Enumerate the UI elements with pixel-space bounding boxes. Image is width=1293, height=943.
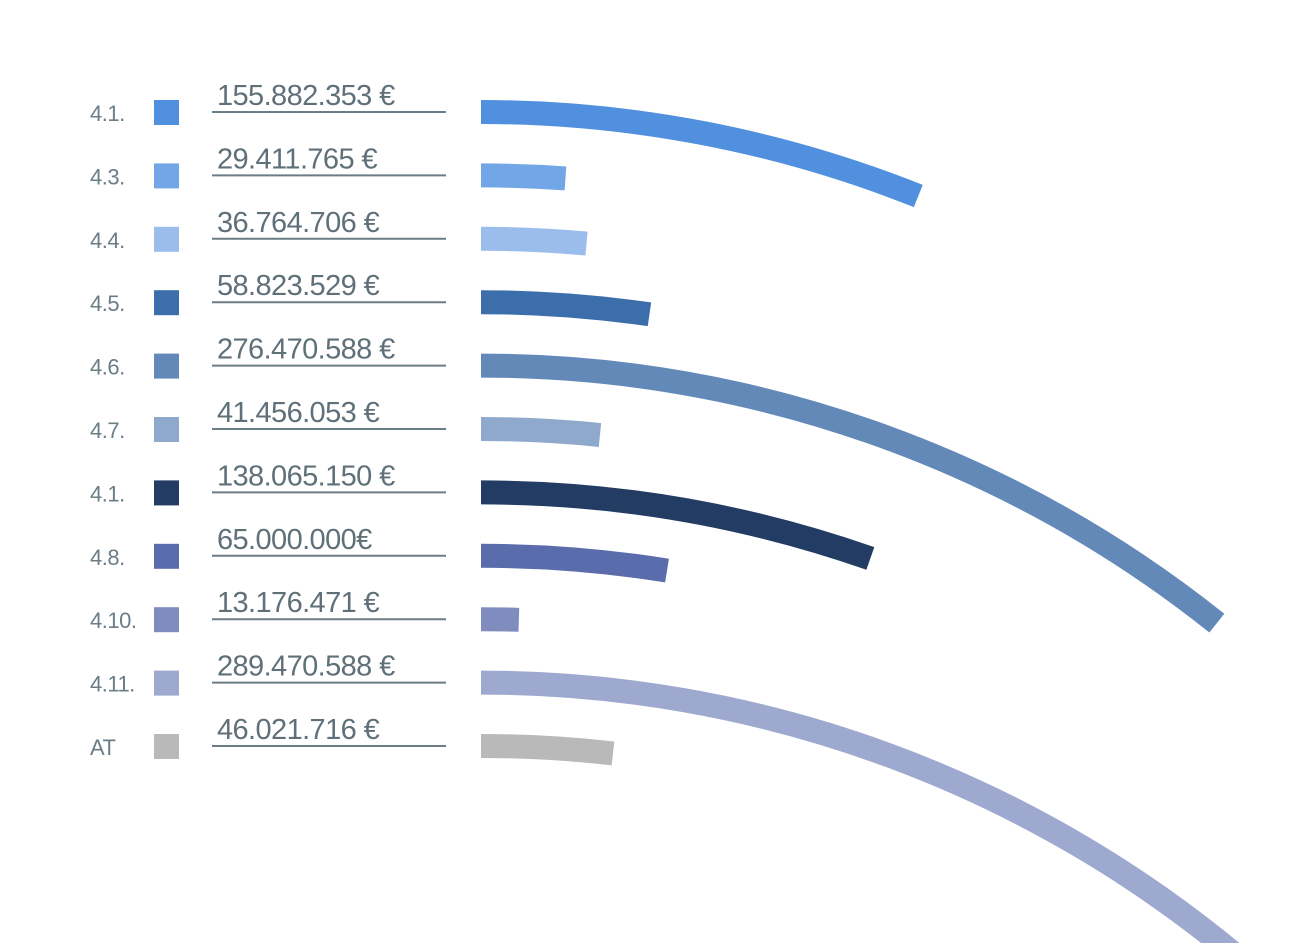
value-label: 13.176.471 € bbox=[217, 587, 380, 619]
value-label: 29.411.765 € bbox=[217, 143, 377, 175]
bar-arc bbox=[480, 226, 588, 256]
category-label: 4.6. bbox=[90, 355, 125, 380]
value-label: 46.021.716 € bbox=[217, 714, 380, 746]
bar-arc bbox=[480, 290, 652, 327]
category-label: 4.1. bbox=[90, 481, 125, 506]
bar-arc bbox=[480, 734, 615, 766]
bar-arc bbox=[480, 543, 669, 583]
bar-arc bbox=[480, 670, 1240, 943]
legend-swatch bbox=[154, 480, 179, 506]
value-label: 138.065.150 € bbox=[217, 460, 395, 492]
category-label: 4.5. bbox=[90, 291, 125, 316]
legend-swatch bbox=[154, 290, 179, 316]
category-label: 4.11. bbox=[90, 672, 135, 697]
category-label: 4.4. bbox=[90, 228, 125, 253]
bar-arc bbox=[480, 100, 923, 208]
value-label: 276.470.588 € bbox=[217, 334, 395, 366]
legend-swatch bbox=[154, 100, 179, 125]
category-label: 4.7. bbox=[90, 418, 125, 443]
bar-arc bbox=[480, 163, 567, 191]
legend-swatch bbox=[154, 734, 179, 759]
legend-swatch bbox=[154, 607, 179, 633]
legend-swatch bbox=[154, 226, 179, 252]
legend-swatch bbox=[154, 163, 179, 189]
category-label: AT bbox=[90, 735, 116, 760]
legend-swatch bbox=[154, 417, 179, 442]
category-label: 4.8. bbox=[90, 545, 125, 570]
bar-arc bbox=[480, 607, 520, 632]
category-label: 4.3. bbox=[90, 164, 125, 189]
value-label: 58.823.529 € bbox=[217, 270, 380, 302]
legend-swatch bbox=[154, 670, 179, 696]
bar-arc bbox=[480, 417, 602, 447]
category-label: 4.1. bbox=[90, 101, 125, 126]
value-label: 65.000.000€ bbox=[217, 524, 372, 556]
legend-swatch bbox=[154, 353, 179, 379]
bar-arc bbox=[480, 480, 875, 570]
value-label: 36.764.706 € bbox=[217, 207, 380, 239]
category-label: 4.10. bbox=[90, 608, 136, 633]
legend-swatch bbox=[154, 543, 179, 569]
value-label: 41.456.053 € bbox=[217, 397, 380, 429]
value-label: 155.882.353 € bbox=[217, 80, 395, 112]
bar-arc bbox=[480, 353, 1225, 633]
value-label: 289.470.588 € bbox=[217, 651, 395, 683]
